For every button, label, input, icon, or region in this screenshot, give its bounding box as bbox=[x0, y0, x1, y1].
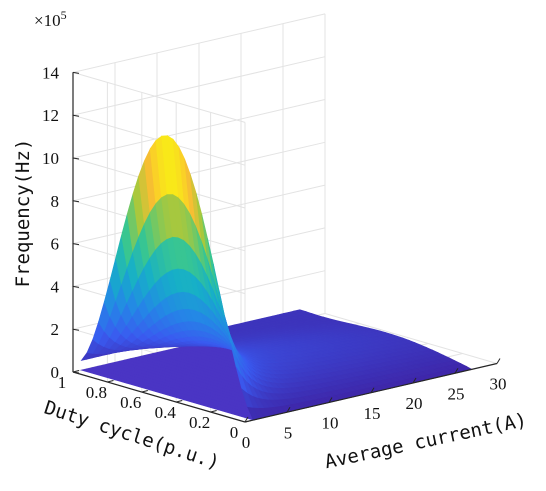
z-scale-prefix: ×10 bbox=[34, 11, 61, 30]
x-tick-mark bbox=[244, 416, 249, 423]
y-tick-label: 1 bbox=[58, 373, 67, 392]
z-scale-exponent: 5 bbox=[61, 8, 67, 22]
z-tick-mark bbox=[72, 371, 80, 374]
y-tick-label: 0.2 bbox=[189, 413, 210, 432]
x-tick-label: 0 bbox=[242, 433, 251, 452]
x-axis-label: Average current(A) bbox=[323, 409, 529, 473]
z-tick-label: 10 bbox=[42, 149, 59, 168]
z-tick-mark bbox=[72, 71, 80, 74]
x-tick-mark bbox=[496, 358, 501, 364]
z-tick-label: 8 bbox=[51, 192, 60, 211]
y-tick-mark bbox=[176, 400, 183, 403]
x-gridline bbox=[324, 13, 498, 364]
axis-layer bbox=[72, 71, 501, 423]
x-tick-mark bbox=[370, 387, 375, 394]
surface-upper bbox=[80, 135, 473, 421]
x-tick-label: 25 bbox=[448, 384, 465, 403]
y-tick-label: 0.8 bbox=[86, 383, 107, 402]
z-tick-label: 4 bbox=[51, 277, 60, 296]
x-tick-label: 15 bbox=[364, 404, 381, 423]
z-axis-label: Frequency(Hz) bbox=[12, 139, 34, 288]
y-tick-label: 0.6 bbox=[120, 393, 141, 412]
z-tick-mark bbox=[72, 157, 80, 160]
y-tick-mark bbox=[141, 390, 148, 393]
z-scale-factor: ×105 bbox=[34, 8, 67, 30]
x-tick-label: 30 bbox=[490, 375, 507, 394]
z-tick-mark bbox=[72, 200, 80, 203]
surface-layer bbox=[80, 135, 473, 421]
y-tick-mark bbox=[244, 420, 252, 423]
x-tick-label: 20 bbox=[406, 394, 423, 413]
z-tick-label: 14 bbox=[42, 63, 60, 82]
z-tick-label: 2 bbox=[51, 320, 60, 339]
x-tick-label: 5 bbox=[284, 423, 293, 442]
y-tick-label: 0.4 bbox=[155, 403, 177, 422]
x-tick-mark bbox=[412, 377, 417, 384]
z-tick-label: 0 bbox=[51, 363, 60, 382]
y-tick-label: 0 bbox=[230, 423, 239, 442]
z-tick-mark bbox=[72, 285, 80, 288]
y-tick-mark bbox=[210, 410, 217, 413]
y-axis-line bbox=[72, 371, 246, 423]
z-tick-mark bbox=[72, 114, 80, 117]
z-tick-mark bbox=[72, 243, 80, 246]
x-tick-mark bbox=[454, 367, 459, 374]
x-tick-mark bbox=[328, 397, 333, 403]
x-tick-label: 10 bbox=[322, 414, 339, 433]
z-tick-mark bbox=[72, 328, 80, 331]
y-tick-mark bbox=[107, 380, 114, 383]
x-tick-mark bbox=[286, 406, 291, 413]
z-tick-label: 6 bbox=[51, 235, 60, 254]
z-tick-label: 12 bbox=[42, 106, 59, 125]
